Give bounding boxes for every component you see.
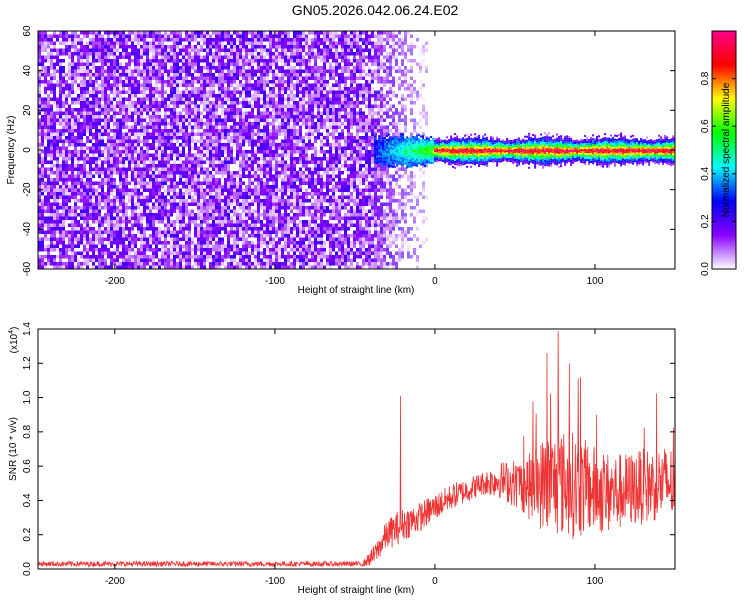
spectrogram-y-tick-label: -40	[22, 222, 33, 237]
spectrogram-y-tick-label: 40	[22, 65, 33, 77]
snr-y-tick-label: 0.4	[22, 493, 33, 507]
snr-y-tick-label: 0.6	[22, 459, 33, 473]
snr-x-tick-label: 100	[587, 576, 604, 587]
spectrogram-y-tick-label: 20	[22, 104, 33, 116]
snr-y-tick-label: 0.2	[22, 527, 33, 541]
colorbar-gradient	[711, 30, 737, 270]
spectrogram-panel: -200 -100 0 100 60 40 20 0 -20 -40 -60 Height of …	[6, 25, 676, 296]
spectrogram-y-tick-label: -20	[22, 182, 33, 197]
spectrogram-x-tick-label: -200	[105, 276, 125, 287]
colorbar-tick-label: 0.8	[700, 71, 711, 85]
snr-y-tick-label: 0.8	[22, 424, 33, 438]
snr-x-tick-label: -100	[265, 576, 285, 587]
spectrogram-y-tick-label: 60	[22, 25, 33, 37]
colorbar-tick-label: 0.6	[700, 119, 711, 133]
snr-x-ticks: -200 -100 0 100	[105, 329, 604, 587]
snr-y-tick-label: 1.2	[22, 356, 33, 370]
snr-y-tick-label: 1.4	[22, 322, 33, 336]
snr-y-tick-label: 1.0	[22, 390, 33, 404]
figure-title: GN05.2026.042.06.24.E02	[292, 2, 459, 18]
colorbar: 0.0 0.2 0.4 0.6 0.8 Normalized spectral ampl…	[700, 30, 737, 276]
spectrogram-y-ticks: 60 40 20 0 -20 -40 -60	[22, 25, 675, 276]
colorbar-label: Normalized spectral amplitude	[721, 82, 732, 217]
spectrogram-y-tick-label: -60	[22, 261, 33, 276]
spectrogram-x-tick-label: -100	[265, 276, 285, 287]
snr-y-label: SNR (10 * v/v)	[8, 417, 19, 481]
spectrogram-heatmap	[38, 31, 675, 269]
snr-y-tick-label: 0.0	[22, 562, 33, 576]
snr-x-label: Height of straight line (km)	[298, 585, 415, 596]
spectrogram-x-tick-label: 0	[432, 276, 438, 287]
snr-plot	[38, 330, 675, 568]
snr-panel: -200 -100 0 100 0.0 0.2 0.4 0.6 0.8 1.0 1.2 1.4 He…	[8, 322, 676, 596]
snr-frame	[37, 328, 676, 570]
snr-series-line	[38, 330, 675, 568]
colorbar-tick-label: 0.4	[700, 166, 711, 180]
snr-x-tick-label: 0	[432, 576, 438, 587]
spectrogram-y-label: Frequency (Hz)	[6, 116, 17, 185]
spectrogram-x-ticks: -200 -100 0 100	[105, 31, 604, 287]
snr-x-tick-label: -200	[105, 576, 125, 587]
snr-scale-label: (x104)	[8, 327, 20, 354]
colorbar-ticks: 0.0 0.2 0.4 0.6 0.8	[700, 71, 736, 276]
spectrogram-x-tick-label: 100	[587, 276, 604, 287]
colorbar-tick-label: 0.0	[700, 262, 711, 276]
spectrogram-y-tick-label: 0	[22, 147, 33, 153]
snr-y-ticks: 0.0 0.2 0.4 0.6 0.8 1.0 1.2 1.4	[22, 322, 675, 576]
spectrogram-x-label: Height of straight line (km)	[298, 285, 415, 296]
colorbar-tick-label: 0.2	[700, 214, 711, 228]
